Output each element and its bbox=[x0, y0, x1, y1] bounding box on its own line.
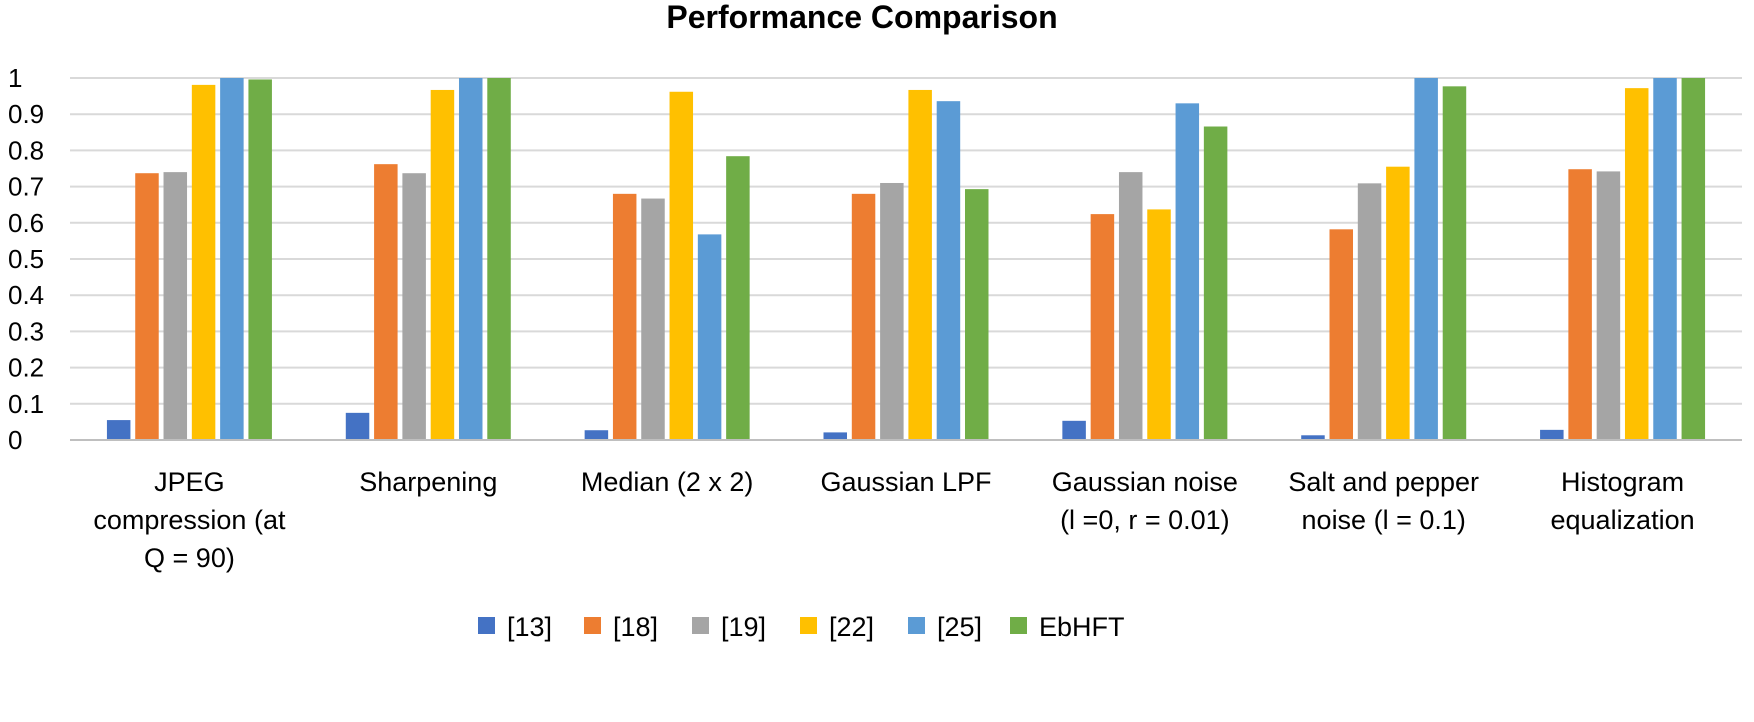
y-tick-label: 0.4 bbox=[8, 280, 44, 310]
bar bbox=[1118, 172, 1143, 440]
bar bbox=[1329, 229, 1354, 440]
bar bbox=[1653, 78, 1677, 440]
bar bbox=[1301, 435, 1325, 440]
bar bbox=[1147, 209, 1171, 440]
bar bbox=[823, 432, 847, 440]
x-category-label: JPEG bbox=[154, 467, 225, 497]
y-tick-label: 0.2 bbox=[8, 353, 44, 383]
legend-label: [25] bbox=[937, 612, 982, 642]
legend-label: [13] bbox=[507, 612, 552, 642]
bar bbox=[1681, 78, 1706, 440]
x-category-label: compression (at bbox=[93, 505, 286, 535]
legend-swatch bbox=[800, 617, 817, 634]
bar bbox=[374, 164, 398, 440]
x-category-label: Sharpening bbox=[359, 467, 497, 497]
bar bbox=[908, 89, 932, 440]
y-tick-label: 0.7 bbox=[8, 172, 44, 202]
bar bbox=[1203, 126, 1228, 440]
bar bbox=[612, 193, 637, 440]
bar bbox=[1414, 78, 1438, 440]
legend-swatch bbox=[908, 617, 925, 634]
bar bbox=[936, 101, 961, 441]
bar bbox=[487, 78, 511, 440]
bar bbox=[584, 430, 609, 440]
x-category-label: (l =0, r = 0.01) bbox=[1060, 505, 1230, 535]
legend-label: [18] bbox=[613, 612, 658, 642]
bar bbox=[965, 189, 989, 440]
bar bbox=[669, 91, 694, 440]
bar bbox=[1596, 171, 1621, 440]
bar bbox=[163, 172, 188, 440]
bar bbox=[1090, 214, 1115, 440]
y-tick-label: 0 bbox=[8, 425, 22, 455]
bar bbox=[220, 78, 244, 440]
legend: [13] [18] [19] [22] [25] EbHFT bbox=[478, 612, 1125, 642]
bar bbox=[135, 173, 159, 440]
bar bbox=[430, 89, 455, 440]
bar bbox=[1442, 86, 1467, 440]
bar bbox=[1568, 169, 1592, 440]
bar bbox=[880, 182, 904, 441]
bar bbox=[697, 234, 722, 440]
bar bbox=[1540, 429, 1564, 440]
x-category-label: Gaussian noise bbox=[1052, 467, 1238, 497]
y-axis-ticks: 0 0.1 0.2 0.3 0.4 0.5 0.6 0.7 0.8 0.9 1 bbox=[8, 63, 44, 455]
legend-swatch bbox=[1010, 617, 1027, 634]
legend-label: [22] bbox=[829, 612, 874, 642]
legend-swatch bbox=[584, 617, 601, 634]
legend-label: [19] bbox=[721, 612, 766, 642]
x-category-label: Q = 90) bbox=[144, 543, 235, 573]
gridlines bbox=[70, 77, 1742, 405]
bar bbox=[106, 420, 131, 440]
y-tick-label: 0.5 bbox=[8, 244, 44, 274]
x-category-label: Gaussian LPF bbox=[820, 467, 991, 497]
bar bbox=[1624, 88, 1649, 440]
y-tick-label: 0.3 bbox=[8, 316, 44, 346]
x-category-label: noise (l = 0.1) bbox=[1302, 505, 1466, 535]
bar bbox=[851, 193, 876, 440]
x-category-label: equalization bbox=[1551, 505, 1695, 535]
category-labels: JPEG compression (at Q = 90) Sharpening Medi… bbox=[93, 467, 1694, 573]
legend-swatch bbox=[478, 617, 495, 634]
bar bbox=[1386, 166, 1410, 440]
bar bbox=[345, 412, 370, 440]
legend-label: EbHFT bbox=[1039, 612, 1125, 642]
bar bbox=[458, 78, 483, 440]
y-tick-label: 0.9 bbox=[8, 99, 44, 129]
bars bbox=[106, 78, 1706, 441]
bar bbox=[248, 79, 272, 440]
bar bbox=[726, 156, 750, 440]
x-category-label: Histogram bbox=[1561, 467, 1684, 497]
x-category-label: Median (2 x 2) bbox=[581, 467, 754, 497]
y-tick-label: 0.1 bbox=[8, 389, 44, 419]
bar bbox=[191, 84, 216, 440]
bar bbox=[1062, 420, 1086, 440]
bar bbox=[402, 173, 426, 440]
x-category-label: Salt and pepper bbox=[1288, 467, 1479, 497]
y-tick-label: 1 bbox=[8, 63, 22, 93]
legend-swatch bbox=[692, 617, 709, 634]
y-tick-label: 0.8 bbox=[8, 135, 44, 165]
y-tick-label: 0.6 bbox=[8, 208, 44, 238]
chart-title: Performance Comparison bbox=[666, 0, 1057, 35]
bar bbox=[1357, 183, 1382, 440]
bar bbox=[1175, 103, 1200, 440]
bar bbox=[641, 198, 665, 440]
